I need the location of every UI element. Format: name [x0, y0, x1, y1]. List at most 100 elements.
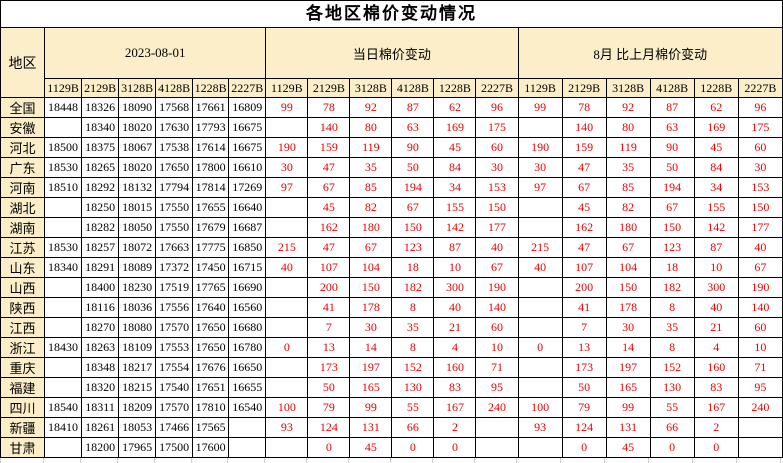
grade-code-header: 1228B — [693, 78, 739, 98]
monthly-cell: 173 — [561, 357, 607, 378]
price-cell: 18217 — [118, 357, 157, 378]
price-cell: 17651 — [192, 377, 230, 398]
monthly-cell: 90 — [649, 137, 695, 158]
monthly-cell — [517, 117, 563, 138]
daily-cell: 92 — [349, 97, 393, 118]
daily-cell: 215 — [265, 237, 309, 258]
monthly-cell: 0 — [517, 337, 563, 358]
monthly-cell: 155 — [693, 197, 739, 218]
price-cell: 18282 — [81, 217, 120, 238]
table-row: 甘肃 18200 17965 17500 17600 0 45 0 0 0 45 0 0 — [0, 437, 783, 458]
daily-cell: 0 — [265, 337, 309, 358]
monthly-cell: 240 — [737, 397, 783, 418]
monthly-cell: 177 — [737, 217, 783, 238]
table-body: 全国 18448 18326 18090 17568 17661 16809 99 78 92 87… — [0, 97, 783, 458]
price-cell: 18500 — [44, 137, 83, 158]
monthly-cell: 0 — [649, 437, 695, 458]
region-name: 河南 — [0, 177, 46, 198]
daily-cell: 119 — [349, 137, 393, 158]
daily-cell: 95 — [475, 377, 519, 398]
price-cell: 18530 — [44, 237, 83, 258]
table-row: 山东 18340 18291 18089 17372 17450 16715 40 107 104… — [0, 257, 783, 278]
daily-cell: 93 — [265, 417, 309, 438]
gridline-stub — [0, 458, 44, 463]
daily-cell: 177 — [475, 217, 519, 238]
price-cell: 17650 — [155, 157, 194, 178]
monthly-cell: 200 — [561, 277, 607, 298]
daily-cell: 40 — [265, 257, 309, 278]
daily-cell: 34 — [433, 177, 477, 198]
table-row: 福建 18320 18215 17540 17651 16655 50 165 130 83 95 5… — [0, 377, 783, 398]
section-header-date: 2023-08-01 — [44, 27, 267, 79]
price-cell: 16540 — [228, 397, 267, 418]
monthly-cell: 107 — [561, 257, 607, 278]
daily-cell: 35 — [349, 157, 393, 178]
monthly-cell: 63 — [649, 117, 695, 138]
daily-cell: 240 — [475, 397, 519, 418]
price-cell: 17550 — [155, 197, 194, 218]
monthly-cell: 97 — [517, 177, 563, 198]
price-cell: 17663 — [155, 237, 194, 258]
daily-cell: 104 — [349, 257, 393, 278]
daily-cell: 0 — [391, 437, 435, 458]
monthly-cell: 93 — [517, 417, 563, 438]
table-row: 陕西 18116 18036 17556 17640 16560 41 178 8 40 140 41… — [0, 297, 783, 318]
daily-cell: 124 — [307, 417, 351, 438]
price-cell: 18036 — [118, 297, 157, 318]
grade-code-header-row: 1129B 2129B 3128B 4128B 1228B 2227B 1129B 2129B… — [1, 78, 783, 98]
region-name: 全国 — [0, 97, 46, 118]
monthly-cell: 35 — [649, 317, 695, 338]
monthly-cell: 83 — [693, 377, 739, 398]
grade-code-header: 4128B — [155, 78, 194, 98]
monthly-cell: 182 — [649, 277, 695, 298]
monthly-cell: 84 — [693, 157, 739, 178]
daily-cell: 169 — [433, 117, 477, 138]
daily-cell: 60 — [475, 137, 519, 158]
gridline-stub — [349, 458, 391, 463]
gridline-stub — [561, 458, 605, 463]
monthly-cell: 165 — [605, 377, 651, 398]
monthly-cell: 8 — [649, 297, 695, 318]
price-cell: 17794 — [155, 177, 194, 198]
table-row: 四川 18540 18311 18209 17570 17810 16540 100 79 99 5… — [0, 397, 783, 418]
price-cell: 16675 — [228, 117, 267, 138]
section-header-row: 地区 2023-08-01 当日棉价变动 8月 比上月棉价变动 — [0, 27, 783, 98]
monthly-cell: 8 — [649, 337, 695, 358]
table-row: 湖南 18282 18050 17550 17679 16687 162 180 150 142 1… — [0, 217, 783, 238]
daily-cell: 30 — [349, 317, 393, 338]
monthly-cell: 123 — [649, 237, 695, 258]
daily-cell: 167 — [433, 397, 477, 418]
monthly-cell: 162 — [561, 217, 607, 238]
price-cell: 18072 — [118, 237, 157, 258]
daily-cell: 40 — [433, 297, 477, 318]
daily-cell: 140 — [307, 117, 351, 138]
daily-cell: 194 — [391, 177, 435, 198]
grade-code-header: 3128B — [605, 78, 651, 98]
daily-cell: 97 — [265, 177, 309, 198]
gridline-stub — [475, 458, 517, 463]
price-cell: 18263 — [81, 337, 120, 358]
monthly-cell: 119 — [605, 137, 651, 158]
monthly-cell: 80 — [605, 117, 651, 138]
table-row: 新疆 18410 18261 18053 17466 17565 93 124 131 66 2 93… — [0, 417, 783, 438]
grade-code-header: 4128B — [391, 78, 435, 98]
monthly-cell: 79 — [561, 397, 607, 418]
monthly-cell: 92 — [605, 97, 651, 118]
daily-cell: 150 — [349, 277, 393, 298]
monthly-cell: 40 — [737, 237, 783, 258]
gridline-stub — [649, 458, 693, 463]
daily-cell: 180 — [349, 217, 393, 238]
price-cell: 18089 — [118, 257, 157, 278]
price-cell — [44, 197, 83, 218]
monthly-cell: 0 — [561, 437, 607, 458]
price-cell: 18200 — [81, 437, 120, 458]
grade-code-header: 1228B — [433, 78, 477, 98]
region-name: 安徽 — [0, 117, 46, 138]
daily-cell: 140 — [475, 297, 519, 318]
table-row: 广东 18530 18265 18020 17650 17800 16610 30 47 35 50… — [0, 157, 783, 178]
monthly-cell — [517, 197, 563, 218]
daily-cell: 123 — [391, 237, 435, 258]
monthly-cell: 140 — [561, 117, 607, 138]
daily-cell: 90 — [391, 137, 435, 158]
